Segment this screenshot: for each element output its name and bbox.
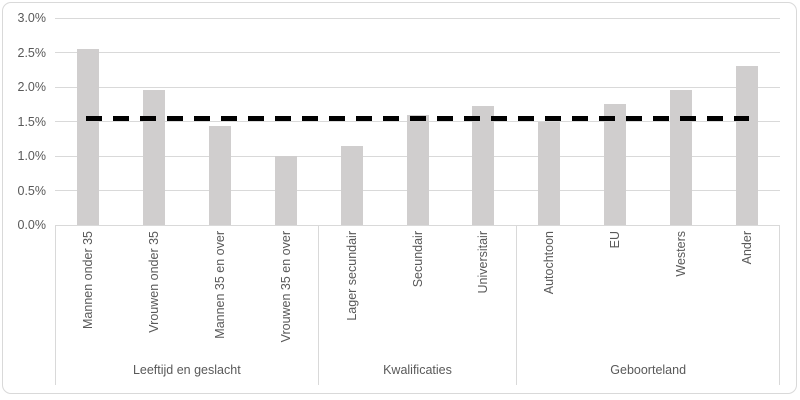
- bar: [340, 145, 363, 225]
- category-label: Westers: [674, 231, 689, 277]
- y-tick-label: 2.5%: [17, 45, 47, 60]
- bar: [76, 49, 99, 225]
- y-tick-label: 0.5%: [17, 183, 47, 198]
- category-label: Mannen 35 en over: [212, 231, 227, 339]
- reference-line: [85, 115, 750, 121]
- bar: [736, 66, 759, 225]
- bar: [274, 156, 297, 225]
- group-separator: [54, 225, 56, 385]
- bar: [472, 106, 495, 225]
- bar: [604, 104, 627, 225]
- bar: [538, 121, 561, 225]
- category-label: Vrouwen onder 35: [146, 231, 161, 333]
- y-tick-label: 1.0%: [17, 149, 47, 163]
- category-label: Vrouwen 35 en over: [278, 231, 293, 343]
- group-label: Geboorteland: [610, 363, 687, 377]
- category-label: Universitair: [476, 231, 491, 294]
- category-label: Secundair: [410, 231, 425, 288]
- category-label: Mannen onder 35: [80, 231, 95, 329]
- y-tick-label: 1.5%: [17, 114, 47, 129]
- category-label: EU: [608, 231, 623, 249]
- y-tick-label: 0.0%: [17, 218, 47, 232]
- y-gridline: [55, 17, 780, 19]
- y-tick-label: 3.0%: [17, 11, 47, 25]
- group-separator: [318, 225, 320, 385]
- group-separator: [778, 225, 780, 385]
- group-separator: [515, 225, 517, 385]
- y-gridline: [55, 52, 780, 53]
- category-label: Autochtoon: [542, 231, 557, 295]
- y-gridline: [55, 224, 780, 226]
- group-label: Leeftijd en geslacht: [132, 363, 241, 377]
- bar: [208, 126, 231, 225]
- group-label: Kwalificaties: [383, 363, 452, 377]
- y-gridline: [55, 86, 780, 88]
- category-label: Lager secundair: [344, 231, 359, 321]
- bar: [406, 114, 429, 225]
- y-tick-label: 2.0%: [17, 80, 47, 94]
- category-label: Ander: [740, 231, 755, 265]
- bar: [670, 89, 693, 225]
- bar: [142, 90, 165, 225]
